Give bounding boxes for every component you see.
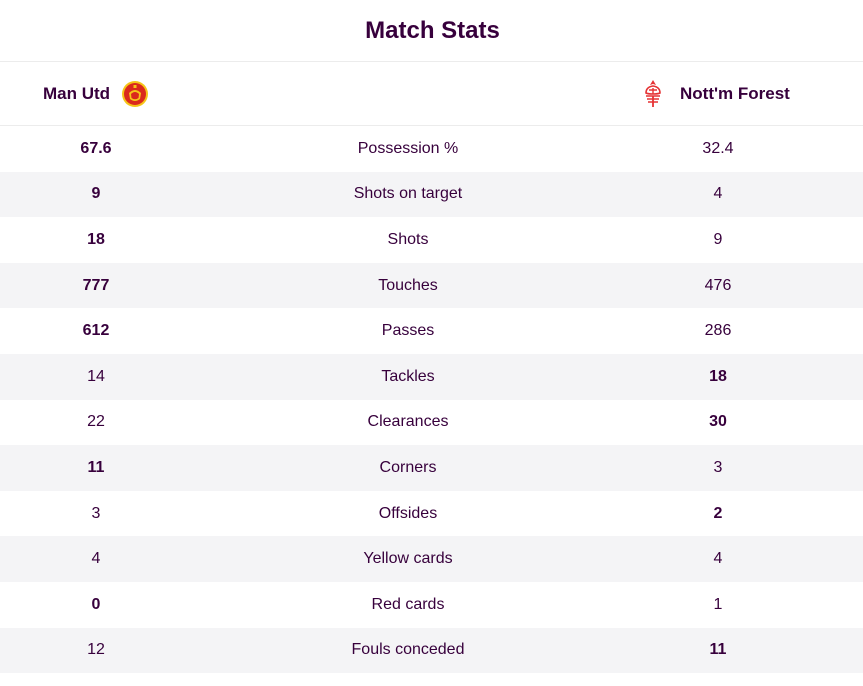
stat-row: 612 Passes 286 xyxy=(0,308,863,354)
away-team[interactable]: Nott'm Forest xyxy=(640,62,790,126)
stat-label: Clearances xyxy=(367,413,449,431)
stat-row: 3 Offsides 2 xyxy=(0,491,863,537)
stat-row: 12 Fouls conceded 11 xyxy=(0,627,863,674)
home-team[interactable]: Man Utd xyxy=(43,62,149,126)
away-stat-value: 4 xyxy=(713,185,723,203)
stat-label: Fouls conceded xyxy=(351,641,465,659)
away-team-name: Nott'm Forest xyxy=(680,84,790,103)
stat-label: Yellow cards xyxy=(363,550,453,568)
home-stat-value: 67.6 xyxy=(80,139,112,157)
stat-row: 67.6 Possession % 32.4 xyxy=(0,126,863,172)
home-stat-value: 18 xyxy=(87,230,105,248)
away-stat-value: 9 xyxy=(713,230,723,248)
away-stat-value: 1 xyxy=(713,595,723,613)
away-stat-value: 2 xyxy=(713,504,723,522)
stat-label: Offsides xyxy=(378,504,438,522)
stat-row: 777 Touches 476 xyxy=(0,262,863,309)
page-title: Match Stats xyxy=(0,0,863,62)
away-stat-value: 30 xyxy=(709,413,727,431)
away-stat-value: 11 xyxy=(709,641,727,659)
away-stat-value: 32.4 xyxy=(702,139,734,157)
stat-label: Touches xyxy=(378,276,438,294)
stat-label: Red cards xyxy=(371,595,445,613)
home-stat-value: 11 xyxy=(87,458,105,476)
stat-row: 0 Red cards 1 xyxy=(0,582,863,628)
stat-row: 9 Shots on target 4 xyxy=(0,171,863,218)
away-stat-value: 4 xyxy=(713,550,723,568)
stat-row: 22 Clearances 30 xyxy=(0,400,863,446)
away-stat-value: 3 xyxy=(713,458,723,476)
home-team-name: Man Utd xyxy=(43,84,111,103)
man-utd-crest-icon xyxy=(121,80,149,108)
home-stat-value: 22 xyxy=(87,413,105,431)
stat-label: Tackles xyxy=(381,367,435,385)
teams-header: Man Utd No xyxy=(0,62,863,126)
stat-row: 18 Shots 9 xyxy=(0,217,863,263)
home-stat-value: 777 xyxy=(82,276,110,294)
home-stat-value: 612 xyxy=(82,322,110,340)
stat-label: Passes xyxy=(381,322,435,340)
home-stat-value: 0 xyxy=(91,595,101,613)
home-stat-value: 4 xyxy=(91,550,101,568)
stat-label: Possession % xyxy=(357,139,459,157)
away-stat-value: 476 xyxy=(704,276,732,294)
away-stat-value: 18 xyxy=(709,367,727,385)
away-stat-value: 286 xyxy=(704,322,732,340)
stat-label: Shots xyxy=(387,230,429,248)
stats-table: 67.6 Possession % 32.4 9 Shots on target 4 18 S… xyxy=(0,126,863,674)
home-stat-value: 14 xyxy=(87,367,105,385)
stat-row: 11 Corners 3 xyxy=(0,445,863,491)
stat-label: Shots on target xyxy=(353,185,463,203)
home-stat-value: 12 xyxy=(87,641,105,659)
stat-row: 4 Yellow cards 4 xyxy=(0,536,863,582)
home-stat-value: 3 xyxy=(91,504,101,522)
stat-label: Corners xyxy=(379,458,437,476)
nottm-forest-crest-icon xyxy=(640,78,666,110)
stat-row: 14 Tackles 18 xyxy=(0,353,863,400)
home-stat-value: 9 xyxy=(91,185,101,203)
